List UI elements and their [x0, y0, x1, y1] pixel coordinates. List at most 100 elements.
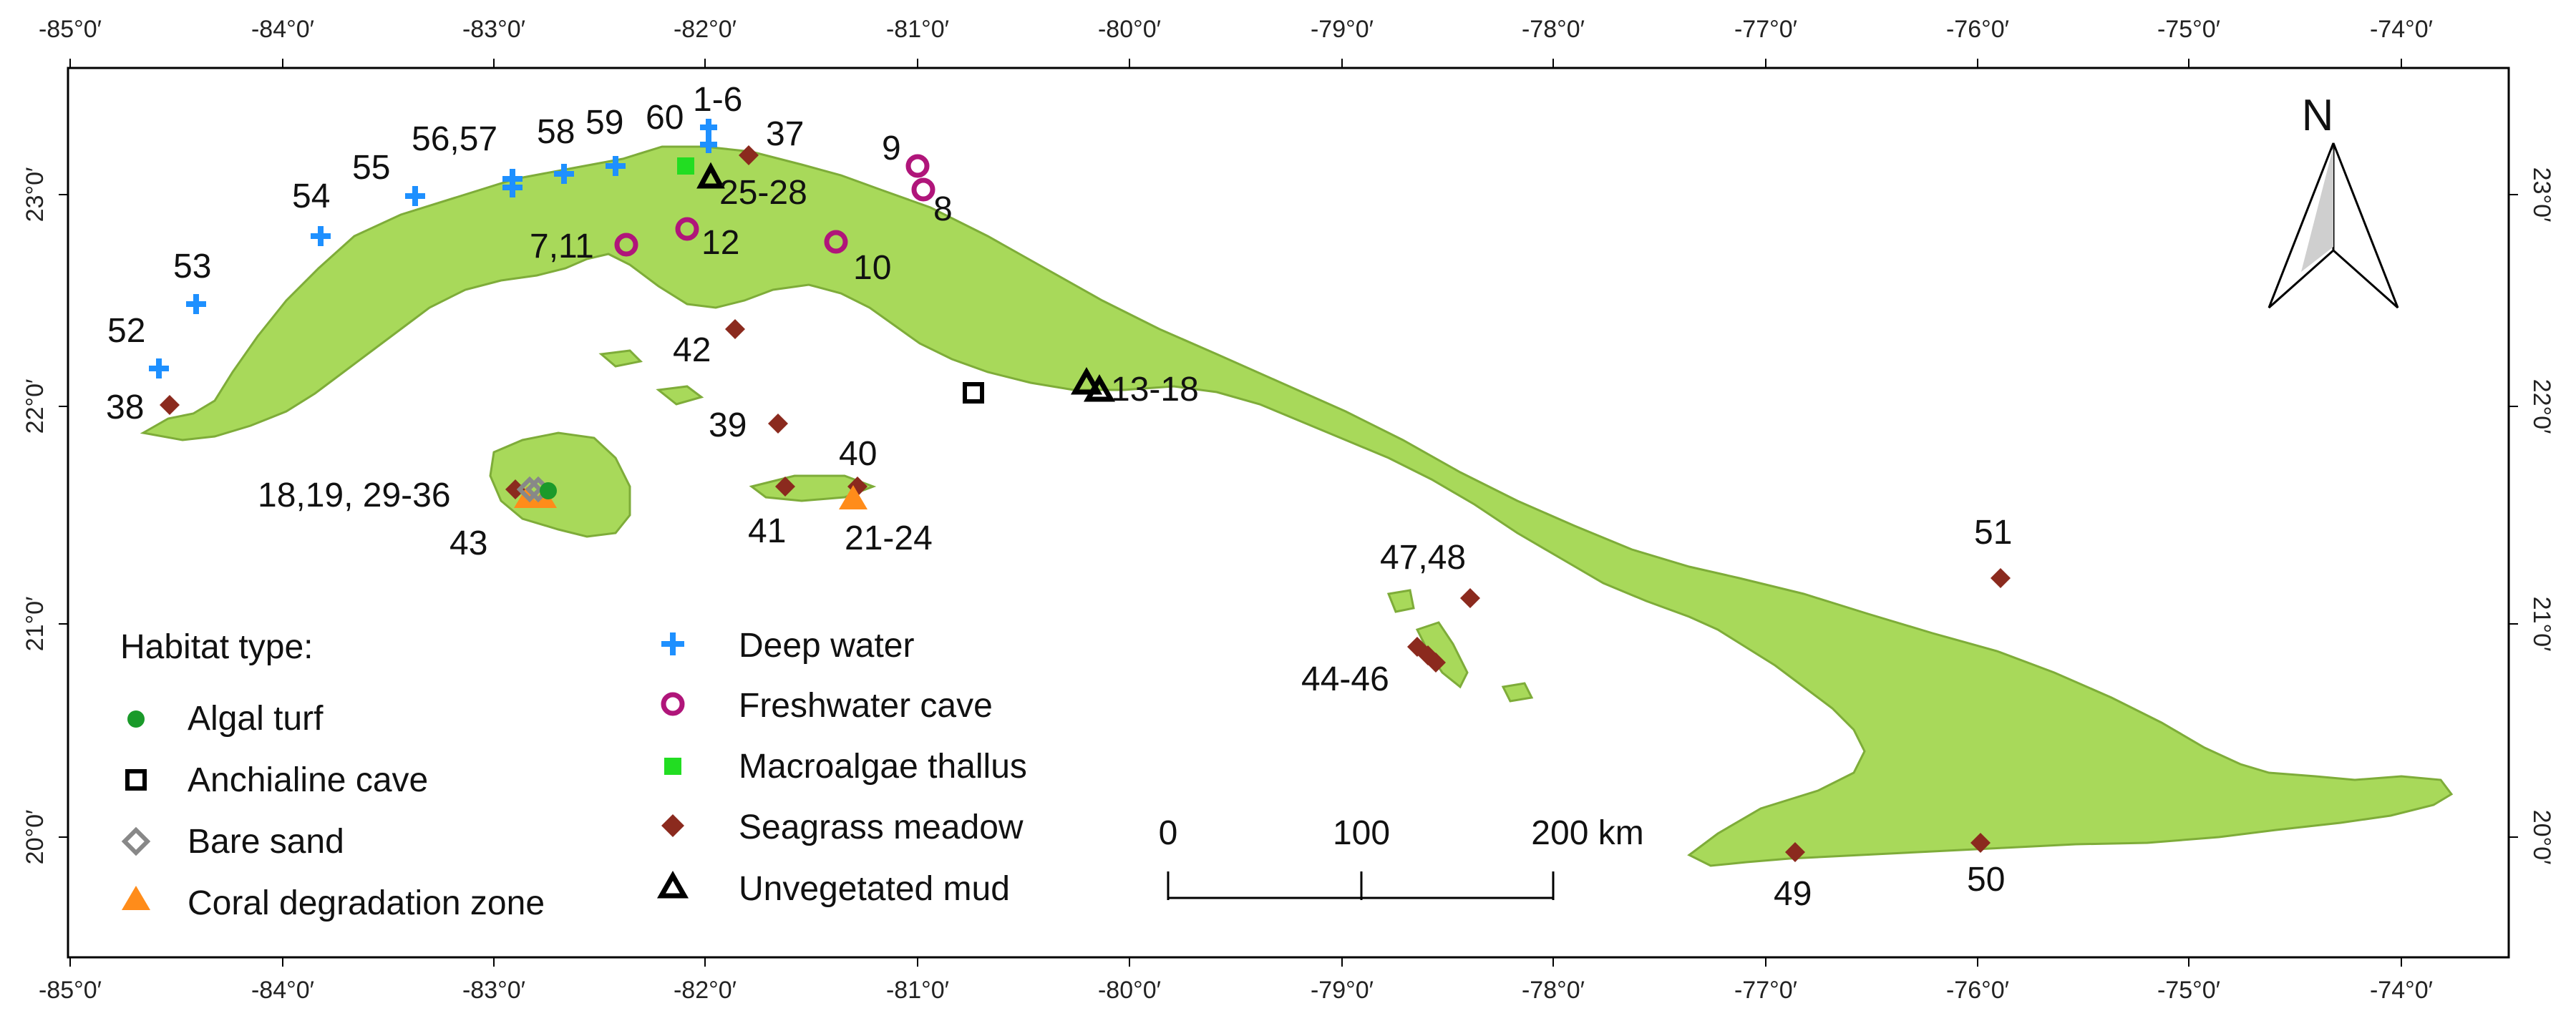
- top-tick-label: -82°0′: [674, 16, 737, 43]
- freshwater-cave-marker: [614, 233, 638, 257]
- cayo-small-6: [1501, 682, 1534, 703]
- bottom-axis-labels: -85°0′ -84°0′ -83°0′ -82°0′ -81°0′ -80°0…: [39, 977, 2433, 1004]
- bottom-tick-label: -82°0′: [674, 977, 737, 1004]
- bottom-tick-label: -77°0′: [1734, 977, 1797, 1004]
- unvegetated-mud-icon: [656, 870, 689, 899]
- site-label: 25-28: [719, 174, 807, 212]
- bare-sand-icon: [121, 826, 151, 856]
- legend-label: Deep water: [739, 627, 914, 665]
- deep-water-marker: [606, 156, 626, 176]
- tick-marks: [59, 59, 2518, 967]
- top-tick-label: -81°0′: [886, 16, 949, 43]
- site-label: 41: [748, 512, 786, 550]
- site-label: 37: [766, 115, 804, 153]
- anchialine-cave-icon: [125, 769, 147, 791]
- legend-label: Macroalgae thallus: [739, 748, 1027, 786]
- site-label: 60: [646, 99, 684, 137]
- legend-label: Unvegetated mud: [739, 870, 1010, 908]
- cayo-small-5: [1386, 589, 1415, 613]
- site-label: 9: [882, 130, 901, 167]
- seagrass-marker: [160, 395, 180, 415]
- freshwater-cave-marker: [824, 230, 848, 254]
- site-label: 7,11: [530, 228, 594, 265]
- deep-water-marker: [502, 169, 523, 197]
- anchialine-cave-marker: [963, 382, 984, 404]
- top-tick-label: -80°0′: [1098, 16, 1161, 43]
- bottom-tick-label: -80°0′: [1098, 977, 1161, 1004]
- scale-label: 0: [1159, 814, 1178, 852]
- site-label: 13-18: [1111, 371, 1199, 409]
- legend: Habitat type: Algal turf Anchialine cave…: [120, 627, 1027, 922]
- top-tick-label: -76°0′: [1946, 16, 2009, 43]
- site-label: 42: [673, 331, 711, 369]
- site-label: 21-24: [845, 519, 933, 557]
- legend-label: Freshwater cave: [739, 687, 993, 725]
- isla-de-la-juventud: [489, 431, 631, 538]
- bottom-tick-label: -85°0′: [39, 977, 102, 1004]
- site-label: 52: [107, 312, 145, 350]
- cuba-main-island: [140, 145, 2454, 867]
- deep-water-marker: [149, 358, 169, 378]
- scale-bar: 0 100 200 km: [1159, 814, 1644, 900]
- seagrass-marker: [1426, 653, 1446, 673]
- site-label: 44-46: [1301, 660, 1389, 698]
- right-axis-labels: 23°0′ 22°0′ 21°0′ 20°0′: [2528, 167, 2555, 865]
- bottom-tick-label: -76°0′: [1946, 977, 2009, 1004]
- algal-turf-marker: [540, 482, 557, 499]
- site-label: 38: [106, 389, 144, 426]
- site-label: 10: [853, 249, 891, 287]
- bottom-tick-label: -81°0′: [886, 977, 949, 1004]
- north-arrow-shade: [2301, 147, 2333, 272]
- bottom-tick-label: -78°0′: [1522, 977, 1585, 1004]
- top-tick-label: -75°0′: [2157, 16, 2220, 43]
- freshwater-cave-sites: [614, 154, 935, 257]
- seagrass-marker: [505, 479, 525, 499]
- right-tick-label: 22°0′: [2528, 379, 2555, 434]
- coral-degradation-icon: [122, 886, 150, 910]
- seagrass-marker: [1991, 568, 2011, 588]
- site-label: 47,48: [1380, 539, 1466, 577]
- site-label: 55: [352, 149, 390, 187]
- map-frame: [67, 67, 2510, 959]
- site-label: 43: [449, 524, 487, 562]
- scale-label: 100: [1333, 814, 1390, 852]
- scale-label: 200 km: [1531, 814, 1643, 852]
- deep-water-marker: [700, 119, 717, 153]
- seagrass-marker: [775, 477, 795, 497]
- north-arrow: N: [2268, 91, 2399, 309]
- macroalgae-icon: [664, 758, 681, 775]
- legend-label: Algal turf: [188, 700, 324, 738]
- right-tick-label: 20°0′: [2528, 810, 2555, 865]
- legend-label: Coral degradation zone: [188, 884, 545, 922]
- deep-water-marker: [405, 186, 425, 206]
- top-tick-label: -84°0′: [251, 16, 314, 43]
- site-labels: 1-6 60 59 58 56,57 55 54 53 52 38 37 25-…: [106, 81, 2012, 913]
- site-label: 8: [933, 190, 953, 228]
- site-label: 49: [1774, 875, 1812, 913]
- site-label: 50: [1967, 861, 2005, 899]
- seagrass-marker: [1460, 588, 1480, 608]
- deep-water-marker: [554, 164, 574, 184]
- freshwater-cave-icon: [661, 692, 685, 716]
- bottom-tick-label: -83°0′: [462, 977, 525, 1004]
- site-label: 39: [709, 406, 747, 444]
- deep-water-marker: [311, 226, 331, 246]
- cayo-small-2: [656, 385, 704, 406]
- algal-turf-icon: [127, 710, 145, 728]
- legend-label: Anchialine cave: [188, 761, 428, 799]
- left-tick-label: 22°0′: [21, 379, 49, 434]
- left-tick-label: 23°0′: [21, 167, 49, 223]
- deep-water-sites: [149, 119, 717, 378]
- left-tick-label: 20°0′: [21, 810, 49, 865]
- seagrass-marker: [1970, 833, 1991, 853]
- top-tick-label: -79°0′: [1311, 16, 1374, 43]
- site-label: 56,57: [412, 120, 497, 158]
- left-axis-labels: 23°0′ 22°0′ 21°0′ 20°0′: [21, 167, 49, 865]
- north-arrow-right-half: [2332, 142, 2399, 309]
- unvegetated-mud-marker: [1070, 366, 1103, 395]
- seagrass-marker: [768, 414, 788, 434]
- top-tick-label: -83°0′: [462, 16, 525, 43]
- bottom-tick-label: -74°0′: [2370, 977, 2433, 1004]
- deep-water-icon: [661, 632, 684, 655]
